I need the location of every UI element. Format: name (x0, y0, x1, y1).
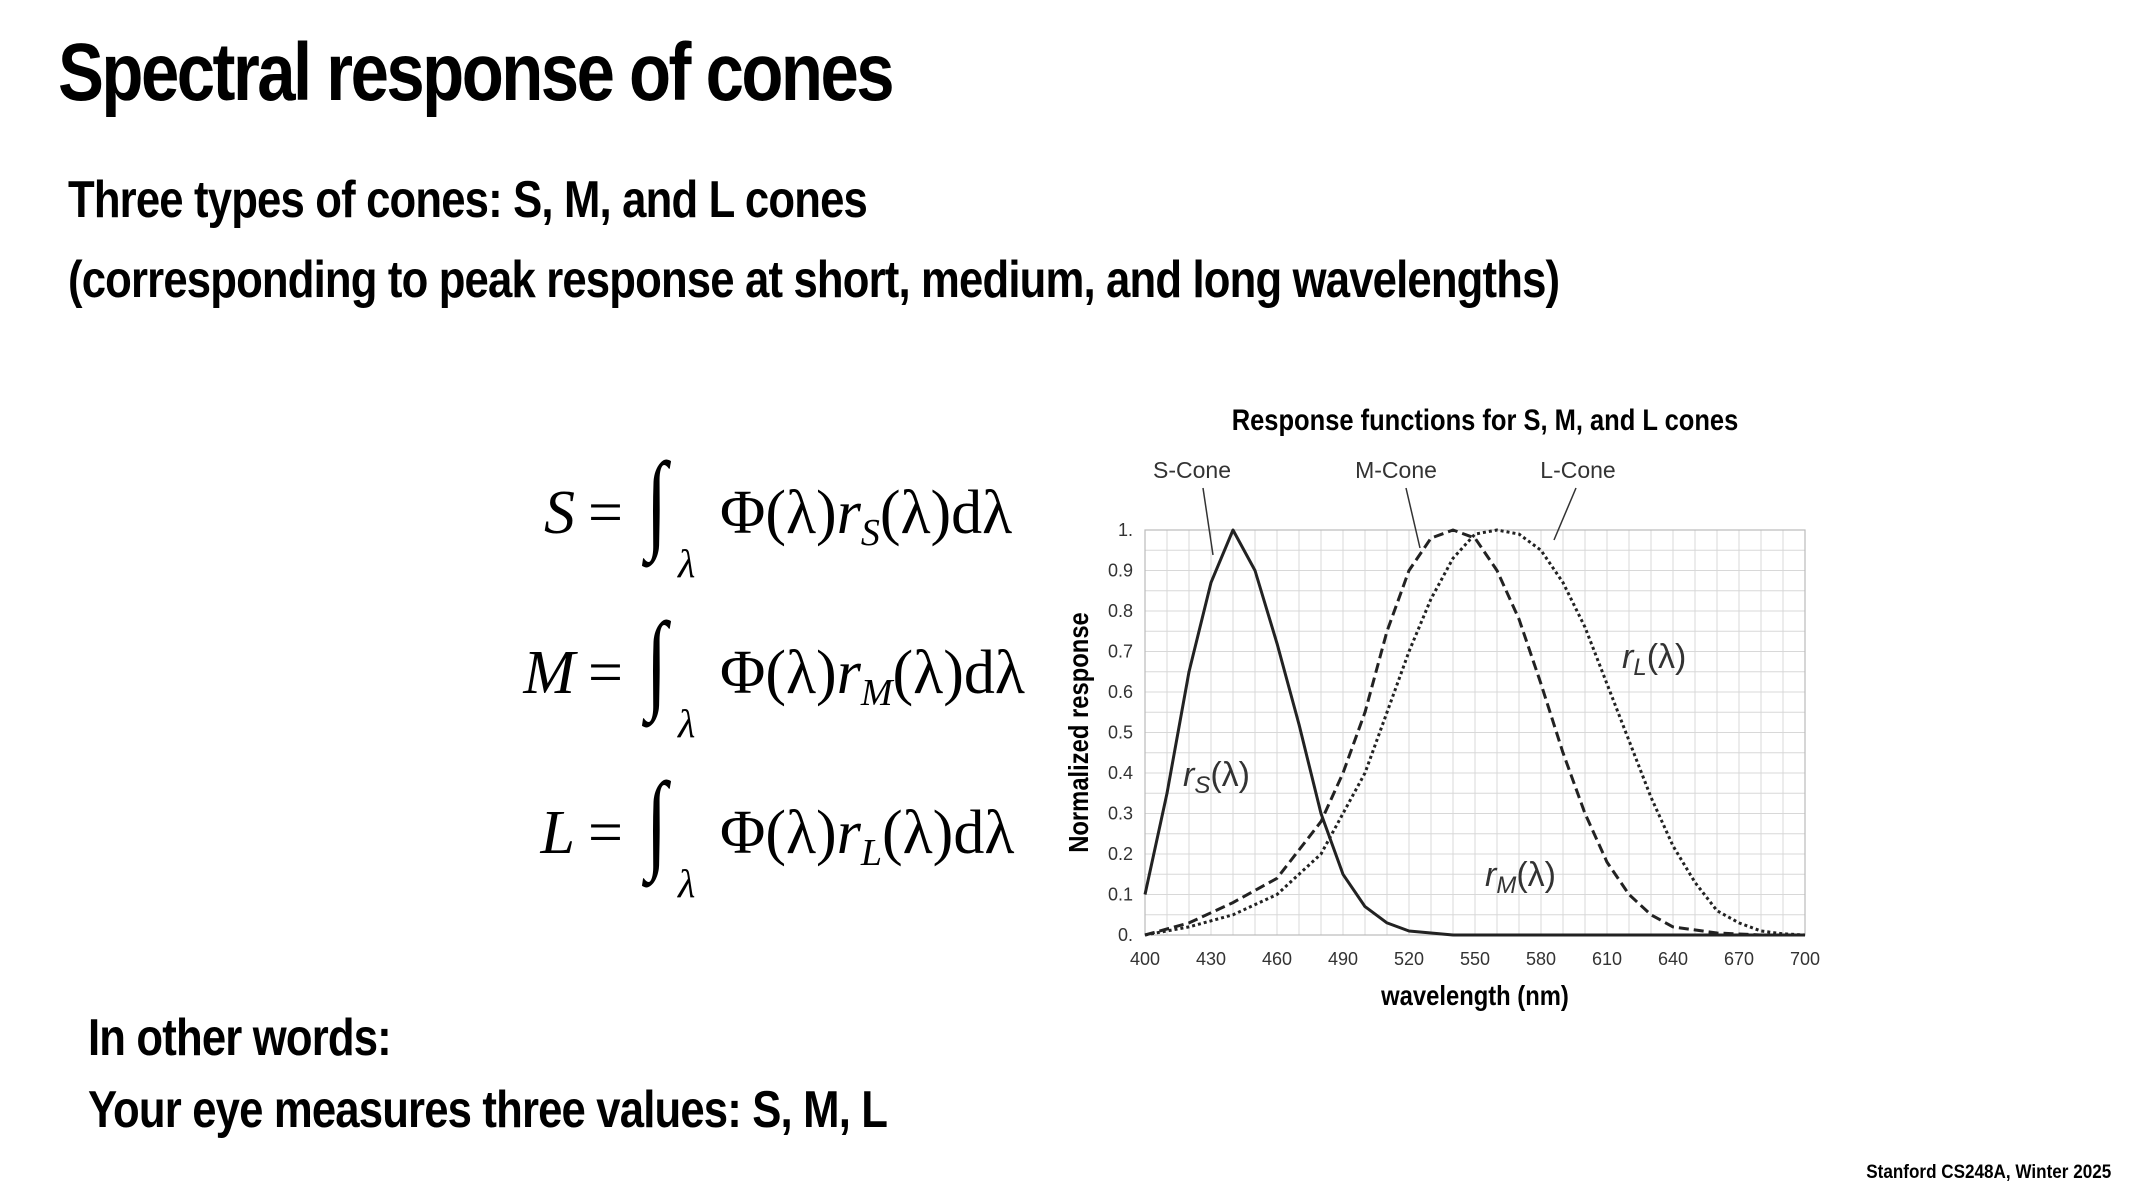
chart-ticks: 400 430 460 490 520 550 580 610 640 670 700 0. 0.1 0.… (1108, 520, 1820, 969)
curve-label-m-cone: rM(λ) (1485, 856, 1556, 899)
series-line-s-cone (1143, 528, 1805, 937)
y-tick-label: 0.4 (1108, 763, 1133, 783)
y-axis-label: Normalized response (1062, 612, 1094, 853)
series-line-l-cone (1144, 528, 1806, 937)
cone-label-s-cone: S-Cone (1153, 457, 1231, 483)
x-tick-label: 400 (1130, 949, 1160, 969)
x-tick-label: 610 (1592, 949, 1622, 969)
integral-sign: ∫ (646, 440, 668, 562)
r-term: r (836, 479, 861, 547)
course-footer: Stanford CS248A, Winter 2025 (1865, 1162, 2111, 1183)
chart-labels: wavelength (nm) Normalized response S-Cone… (1062, 457, 1686, 1011)
x-tick-label: 490 (1328, 949, 1358, 969)
x-tick-label: 580 (1526, 949, 1556, 969)
x-axis-label: wavelength (nm) (1380, 979, 1569, 1011)
equation-lhs: S (544, 479, 575, 547)
equation-lhs: M (523, 639, 575, 707)
series-line-m-cone (1144, 528, 1805, 937)
y-tick-label: 1. (1118, 520, 1133, 540)
cone-response-chart: Response functions for S, M, and L cones… (1062, 403, 1820, 1011)
lambda-tail: (λ)dλ (881, 799, 1015, 867)
y-tick-label: 0.8 (1108, 601, 1133, 621)
r-term: r (836, 799, 861, 867)
r-subscript: M (860, 672, 893, 714)
equation-integrand: Φ(λ)rM(λ)dλ (720, 638, 1025, 715)
r-term: r (836, 639, 861, 707)
y-tick-label: 0.1 (1108, 885, 1133, 905)
equation-integrand: Φ(λ)rS(λ)dλ (720, 478, 1012, 555)
integral-limit: λ (678, 541, 696, 586)
x-tick-label: 460 (1262, 949, 1292, 969)
y-tick-label: 0.6 (1108, 682, 1133, 702)
subtitle-line-2: (corresponding to peak response at short… (68, 251, 1560, 309)
integral-limit: λ (678, 861, 696, 906)
equation-l: L = ∫ λ Φ(λ)rL(λ)dλ (360, 760, 1015, 910)
y-tick-label: 0.9 (1108, 561, 1133, 581)
x-tick-label: 520 (1394, 949, 1424, 969)
cone-label-l-cone: L-Cone (1540, 457, 1615, 483)
lambda-tail: (λ)dλ (879, 479, 1013, 547)
y-tick-label: 0.3 (1108, 804, 1133, 824)
cone-label-m-cone: M-Cone (1355, 457, 1437, 483)
curve-label-l-cone: rL(λ) (1622, 638, 1686, 681)
equals-sign: = (588, 479, 623, 547)
x-tick-label: 430 (1196, 949, 1226, 969)
x-tick-label: 700 (1790, 949, 1820, 969)
curve-label-s-cone: rS(λ) (1183, 756, 1250, 799)
r-subscript: L (860, 832, 882, 874)
bottom-line-1: In other words: (88, 1009, 392, 1067)
equation-s: S = ∫ λ Φ(λ)rS(λ)dλ (360, 440, 1012, 590)
y-tick-label: 0.7 (1108, 642, 1133, 662)
equation-m: M = ∫ λ Φ(λ)rM(λ)dλ (360, 600, 1025, 750)
cone-leader-line (1405, 487, 1421, 549)
subtitle-line-1: Three types of cones: S, M, and L cones (68, 171, 868, 229)
equation-lhs: L (540, 799, 575, 867)
equals-sign: = (588, 639, 623, 707)
equals-sign: = (588, 799, 623, 867)
equation-integrand: Φ(λ)rL(λ)dλ (720, 798, 1014, 875)
integral-sign: ∫ (646, 600, 668, 722)
r-subscript: S (860, 512, 880, 554)
lambda-tail: (λ)dλ (892, 639, 1025, 707)
y-tick-label: 0.5 (1108, 723, 1133, 743)
cone-leader-line (1202, 487, 1214, 556)
x-tick-label: 640 (1658, 949, 1688, 969)
x-tick-label: 550 (1460, 949, 1490, 969)
chart-title: Response functions for S, M, and L cones (1232, 403, 1739, 436)
chart-curves (1143, 528, 1806, 937)
phi-term: Φ(λ) (720, 799, 837, 867)
phi-term: Φ(λ) (720, 639, 837, 707)
y-tick-label: 0. (1118, 925, 1133, 945)
chart-grid (1144, 529, 1806, 936)
equations-block: S = ∫ λ Φ(λ)rS(λ)dλ M = ∫ λ Φ(λ)rM(λ)dλ … (360, 440, 1025, 920)
x-tick-label: 670 (1724, 949, 1754, 969)
cone-leader-line (1553, 487, 1577, 541)
phi-term: Φ(λ) (720, 479, 837, 547)
integral-sign: ∫ (646, 760, 668, 882)
bottom-line-2: Your eye measures three values: S, M, L (88, 1081, 888, 1139)
y-tick-label: 0.2 (1108, 844, 1133, 864)
page-title: Spectral response of cones (58, 27, 895, 118)
integral-limit: λ (678, 701, 696, 746)
